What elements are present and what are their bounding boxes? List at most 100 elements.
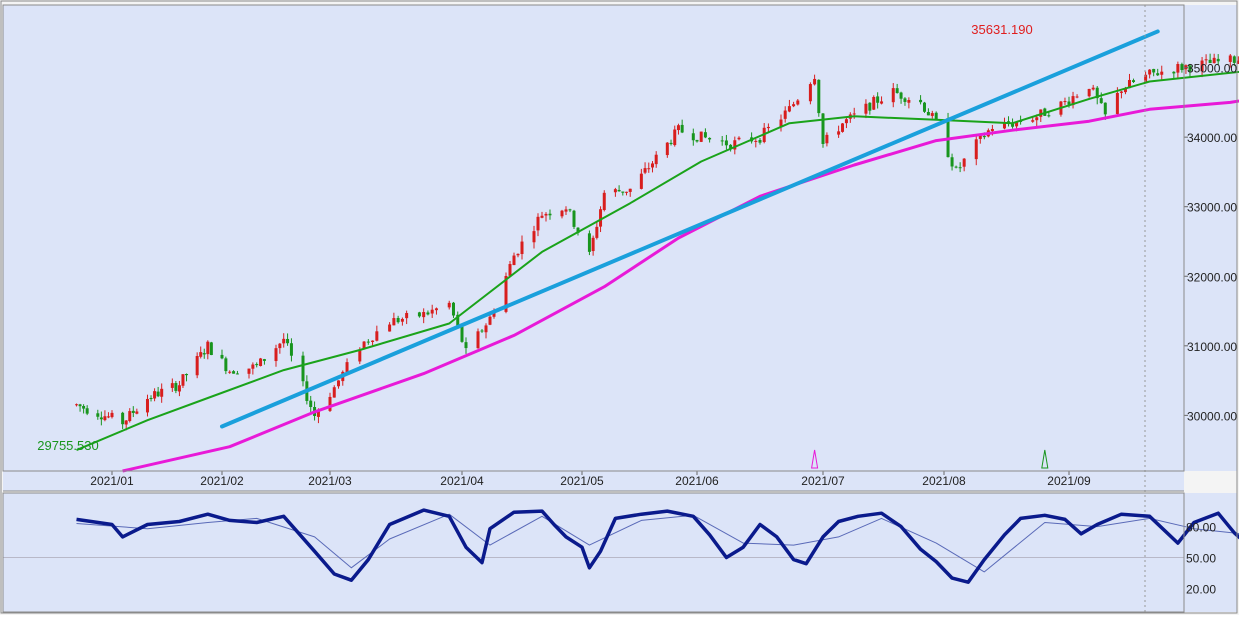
- candle-body: [100, 417, 103, 419]
- candle-body: [477, 331, 480, 348]
- candle-body: [452, 303, 455, 316]
- candle-body: [178, 385, 181, 391]
- candle-body: [521, 242, 524, 254]
- candle-body: [146, 399, 149, 412]
- candle-body: [951, 157, 954, 166]
- candle-body: [721, 140, 724, 141]
- oscillator-tick-label: 50.00: [1186, 552, 1216, 566]
- candle-body: [367, 342, 370, 343]
- candle-body: [448, 303, 451, 308]
- candle-body: [302, 356, 305, 382]
- candle-body: [592, 238, 595, 251]
- candle-body: [135, 411, 138, 413]
- candle-body: [171, 383, 174, 388]
- candle-body: [181, 374, 184, 386]
- candle-body: [248, 369, 251, 374]
- candle-body: [418, 312, 421, 316]
- candle-body: [784, 111, 787, 119]
- candle-body: [644, 168, 647, 173]
- candle-body: [603, 193, 606, 210]
- candle-body: [647, 168, 650, 169]
- candle-body: [677, 125, 680, 130]
- candle-body: [485, 325, 488, 332]
- y-tick-label: 32000.00: [1187, 270, 1237, 284]
- candle-body: [157, 392, 160, 397]
- candle-body: [309, 401, 312, 407]
- candle-body: [700, 132, 703, 142]
- candle-body: [991, 129, 994, 131]
- candle-body: [422, 312, 425, 317]
- y-tick-label: 30000.00: [1187, 409, 1237, 423]
- candle-body: [788, 106, 791, 111]
- candle-body: [290, 343, 293, 355]
- candle-body: [561, 211, 564, 217]
- candle-body: [725, 140, 728, 145]
- y-tick-label: 31000.00: [1187, 340, 1237, 354]
- candle-body: [75, 404, 78, 405]
- candle-body: [275, 348, 278, 361]
- candle-body: [103, 416, 106, 420]
- candle-body: [392, 318, 395, 325]
- candle-body: [174, 383, 177, 391]
- candle-body: [199, 352, 202, 357]
- candle-body: [185, 374, 188, 375]
- candle: [196, 352, 199, 378]
- candle-body: [983, 136, 986, 137]
- candle-body: [845, 119, 848, 123]
- candle-body: [431, 310, 434, 314]
- candle-body: [371, 341, 374, 342]
- candle-body: [1180, 64, 1183, 70]
- candle-body: [132, 411, 135, 413]
- candle-body: [569, 209, 572, 210]
- candle-body: [206, 342, 209, 354]
- candle-body: [907, 100, 910, 103]
- candle-body: [655, 155, 658, 164]
- candle-body: [809, 84, 812, 101]
- candle: [477, 329, 480, 349]
- candle-body: [565, 209, 568, 211]
- candle-body: [708, 138, 711, 139]
- candle-body: [892, 88, 895, 102]
- candle-body: [625, 192, 628, 193]
- candle-body: [1076, 97, 1079, 98]
- candle-body: [153, 391, 156, 398]
- candle-body: [825, 135, 828, 143]
- x-tick-label: 2021/03: [308, 474, 352, 488]
- candle-body: [629, 189, 632, 192]
- candle-body: [1100, 98, 1103, 103]
- candle-body: [128, 411, 131, 421]
- candle-body: [150, 398, 153, 399]
- candle: [603, 190, 606, 211]
- candle-body: [759, 140, 762, 143]
- candle-body: [96, 413, 99, 416]
- candle-body: [754, 141, 757, 142]
- y-tick-label: 34000.00: [1187, 131, 1237, 145]
- high-value-label: 35631.190: [971, 22, 1032, 37]
- candle-body: [963, 159, 966, 167]
- x-tick-label: 2021/08: [922, 474, 966, 488]
- candle-body: [221, 355, 224, 358]
- candle-body: [82, 406, 85, 409]
- candle-body: [903, 98, 906, 102]
- candle-body: [841, 123, 844, 131]
- candle-body: [935, 113, 938, 119]
- candle-body: [670, 143, 673, 144]
- candle-body: [1132, 80, 1135, 82]
- candle-body: [397, 318, 400, 322]
- candle-body: [107, 416, 110, 417]
- candle-body: [704, 132, 707, 137]
- candle-body: [333, 387, 336, 397]
- candle-body: [931, 113, 934, 116]
- candle-body: [465, 342, 468, 348]
- candle-body: [1047, 115, 1050, 116]
- candle-body: [346, 362, 349, 372]
- candle-body: [573, 211, 576, 227]
- candle-body: [236, 373, 239, 374]
- candle-body: [224, 358, 227, 371]
- candle-body: [509, 264, 512, 276]
- candle-body: [681, 125, 684, 133]
- oscillator-tick-label: 20.00: [1186, 582, 1216, 596]
- candle-body: [489, 317, 492, 325]
